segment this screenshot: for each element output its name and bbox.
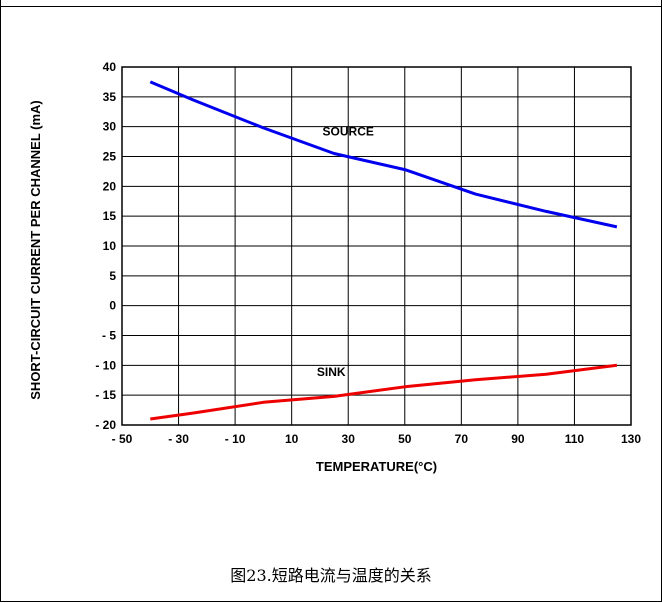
series-line-sink xyxy=(150,363,618,421)
y-tick-label: 40 xyxy=(103,60,117,74)
y-tick-label: 35 xyxy=(103,90,117,104)
y-tick-label: - 15 xyxy=(95,388,116,402)
y-tick-label: 25 xyxy=(103,150,117,164)
y-tick-label: 15 xyxy=(103,209,117,223)
y-tick-labels: 40 35 30 25 20 15 10 5 0 - 5 - 10 - 15 - 20 xyxy=(95,60,116,432)
x-axis-title: TEMPERATURE(°C) xyxy=(316,459,437,474)
y-tick-label: 10 xyxy=(103,239,117,253)
x-tick-label: 130 xyxy=(621,432,641,446)
series-label-sink: SINK xyxy=(317,365,346,379)
plot-area-border xyxy=(121,66,632,426)
grid-lines xyxy=(121,66,632,426)
x-tick-label: 50 xyxy=(398,432,412,446)
x-tick-label: 30 xyxy=(342,432,356,446)
series-lines xyxy=(149,80,618,421)
x-tick-label: 110 xyxy=(565,432,585,446)
y-tick-label: - 10 xyxy=(95,358,116,372)
series-label-source: SOURCE xyxy=(323,125,374,139)
x-tick-label: 10 xyxy=(285,432,299,446)
series-labels: SOURCE SINK xyxy=(317,125,374,379)
figure-caption: 图23.短路电流与温度的关系 xyxy=(230,566,432,585)
x-tick-label: - 50 xyxy=(112,432,133,446)
series-line-source xyxy=(149,80,618,229)
x-tick-label: - 30 xyxy=(168,432,189,446)
top-border-line xyxy=(0,6,662,7)
x-tick-label: 70 xyxy=(455,432,469,446)
y-tick-label: 0 xyxy=(109,299,116,313)
x-tick-label: - 10 xyxy=(225,432,246,446)
line-chart: - 50- 30- 10 10 30 50 70 90 110 130 40353025201… xyxy=(28,60,642,474)
y-tick-label: 30 xyxy=(103,120,117,134)
y-tick-label: 5 xyxy=(109,269,116,283)
y-tick-label: 20 xyxy=(103,179,117,193)
x-tick-labels: - 50 - 30 - 10 10 30 50 70 90 110 130 xyxy=(112,432,642,446)
y-tick-label: - 5 xyxy=(102,329,116,343)
y-axis-title: SHORT-CIRCUIT CURRENT PER CHANNEL (mA) xyxy=(28,100,43,399)
y-tick-label: - 20 xyxy=(95,418,116,432)
x-tick-label: 90 xyxy=(511,432,525,446)
